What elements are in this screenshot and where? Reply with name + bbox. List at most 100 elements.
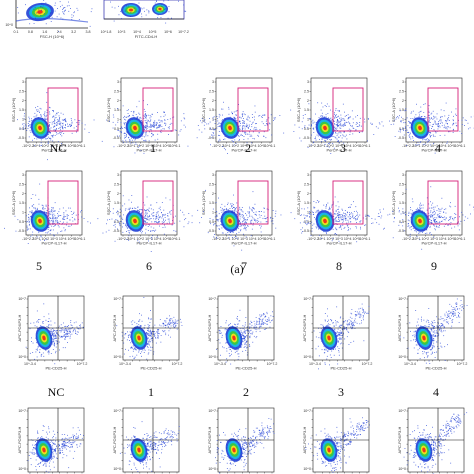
il17-event	[31, 205, 33, 207]
il17-tail-event	[154, 124, 156, 126]
il17-tail-event	[464, 216, 466, 218]
il17-tail-event	[355, 129, 357, 131]
treg-diag-event	[69, 334, 71, 336]
treg-event	[153, 353, 154, 355]
il17-event	[217, 123, 219, 125]
il17-tail-event	[336, 120, 338, 121]
treg-event	[230, 323, 231, 325]
il17-event	[428, 212, 430, 214]
treg-diag-event	[151, 338, 152, 340]
il17-tail-event	[145, 209, 147, 211]
il17-tail-event	[51, 211, 53, 213]
il17-tail-event	[240, 209, 242, 210]
cd4-event	[178, 0, 179, 2]
il17-tail-event	[432, 126, 434, 128]
y-tick-label: 2	[22, 192, 24, 196]
il17-tail-event	[378, 223, 380, 225]
il17-event	[207, 232, 209, 234]
il17-tail-event	[436, 222, 438, 224]
il17-event	[124, 137, 125, 139]
il17-event	[215, 120, 217, 122]
x-tick-label: 10^5	[447, 237, 455, 241]
il17-event	[29, 124, 31, 126]
il17-tail-event	[410, 217, 412, 219]
cd4-event	[124, 9, 126, 11]
treg-event	[135, 349, 136, 351]
il17-event	[45, 118, 47, 120]
il17-event	[108, 229, 110, 231]
il17-tail-event	[157, 211, 159, 212]
il17-tail-event	[242, 221, 243, 223]
cd4-event	[113, 20, 115, 22]
il17-event	[383, 228, 384, 230]
treg-diag-event	[149, 339, 151, 341]
il17-tail-event	[49, 219, 50, 221]
il17-tail-event	[54, 215, 56, 217]
y-tick-label: 3	[307, 80, 309, 84]
il17-tail-event	[127, 116, 129, 118]
il17-event	[334, 126, 336, 128]
cd4-event	[185, 10, 187, 12]
y-tick-label: 1.5	[114, 201, 119, 205]
il17-event	[340, 119, 342, 121]
il17-tail-event	[165, 123, 167, 125]
il17-tail-event	[337, 121, 339, 123]
il17-tail-event	[238, 135, 240, 137]
il17-event	[244, 217, 245, 219]
il17-tail-event	[145, 135, 147, 137]
il17-tail-event	[348, 121, 349, 123]
il17-tail-event	[266, 124, 268, 126]
treg-event	[123, 337, 125, 339]
treg-diag-event	[157, 337, 159, 339]
il17-event	[336, 229, 338, 231]
cd4-event	[148, 10, 149, 12]
il17-tail-event	[336, 124, 338, 126]
il17-event	[317, 135, 319, 137]
il17-event	[155, 124, 157, 126]
il17-event	[150, 226, 152, 228]
treg-diag-event	[56, 340, 58, 342]
il17-event	[144, 136, 145, 138]
il17-event	[217, 220, 219, 222]
il17-tail-event	[450, 206, 452, 208]
il17-tail-event	[145, 218, 147, 219]
il17-tail-event	[470, 116, 472, 118]
il17-event	[331, 240, 333, 242]
treg-event	[48, 351, 50, 353]
il17-event	[330, 109, 331, 111]
il17-tail-event	[431, 207, 433, 209]
il17-event	[325, 116, 327, 118]
treg-diag-event	[77, 331, 79, 333]
il17-tail-event	[63, 217, 65, 219]
il17-event	[356, 241, 358, 243]
fsc-event	[77, 9, 79, 11]
il17-tail-event	[448, 219, 450, 220]
il17-event	[26, 226, 28, 228]
il17-event	[299, 215, 301, 216]
treg-diag-event	[165, 334, 167, 336]
il17-tail-event	[201, 118, 203, 119]
cd4-event	[154, 2, 156, 4]
treg-diag-event	[55, 334, 57, 336]
il17-event	[228, 108, 230, 110]
il17-tail-event	[359, 214, 361, 216]
il17-event	[304, 125, 306, 127]
il17-tail-event	[439, 221, 441, 223]
il17-tail-event	[455, 122, 457, 124]
il17-event	[27, 221, 29, 222]
il17-tail-event	[78, 122, 80, 124]
y-tick-label: 1	[402, 118, 404, 122]
il17-tail-event	[146, 126, 148, 128]
il17-event	[23, 123, 25, 125]
il17-event	[120, 128, 121, 129]
treg-event	[35, 337, 37, 339]
treg-diag-event	[150, 331, 152, 332]
il17-tail-event	[266, 221, 268, 223]
il17-event	[315, 218, 316, 220]
il17-event	[157, 126, 159, 128]
il17-tail-event	[31, 212, 33, 214]
x-tick-label: -10^2.2	[307, 144, 319, 148]
treg-event	[64, 347, 66, 349]
treg-event	[132, 350, 134, 352]
